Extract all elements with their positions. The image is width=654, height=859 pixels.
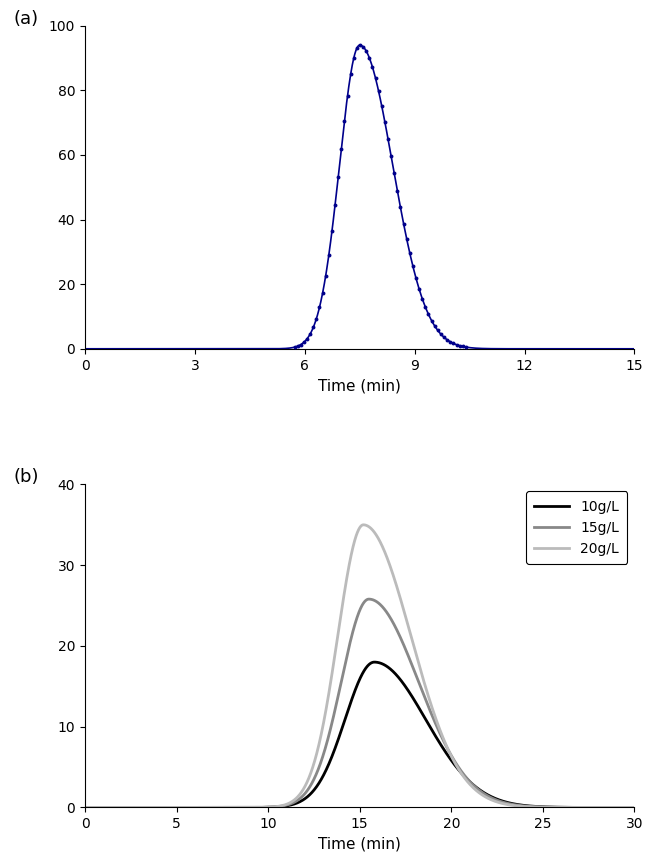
10g/L: [316, 777, 324, 788]
15g/L: [365, 594, 373, 604]
15g/L: [177, 802, 184, 813]
X-axis label: Time (min): Time (min): [318, 837, 401, 852]
Legend: 10g/L, 15g/L, 20g/L: 10g/L, 15g/L, 20g/L: [526, 491, 627, 564]
10g/L: [560, 802, 568, 813]
10g/L: [81, 802, 89, 813]
15g/L: [620, 802, 628, 813]
Text: (b): (b): [14, 468, 39, 486]
15g/L: [144, 802, 152, 813]
15g/L: [630, 802, 638, 813]
10g/L: [292, 798, 300, 808]
20g/L: [292, 794, 300, 804]
20g/L: [360, 520, 368, 530]
10g/L: [177, 802, 184, 813]
20g/L: [81, 802, 89, 813]
20g/L: [144, 802, 152, 813]
15g/L: [292, 796, 300, 807]
Line: 10g/L: 10g/L: [85, 662, 634, 807]
20g/L: [630, 802, 638, 813]
10g/L: [144, 802, 152, 813]
10g/L: [371, 657, 379, 667]
15g/L: [81, 802, 89, 813]
10g/L: [620, 802, 628, 813]
20g/L: [316, 737, 324, 747]
X-axis label: Time (min): Time (min): [318, 378, 401, 393]
Line: 20g/L: 20g/L: [85, 525, 634, 807]
15g/L: [560, 802, 568, 813]
Text: (a): (a): [14, 9, 39, 27]
15g/L: [316, 761, 324, 771]
20g/L: [620, 802, 628, 813]
Line: 15g/L: 15g/L: [85, 599, 634, 807]
10g/L: [630, 802, 638, 813]
20g/L: [177, 802, 184, 813]
20g/L: [560, 802, 568, 813]
